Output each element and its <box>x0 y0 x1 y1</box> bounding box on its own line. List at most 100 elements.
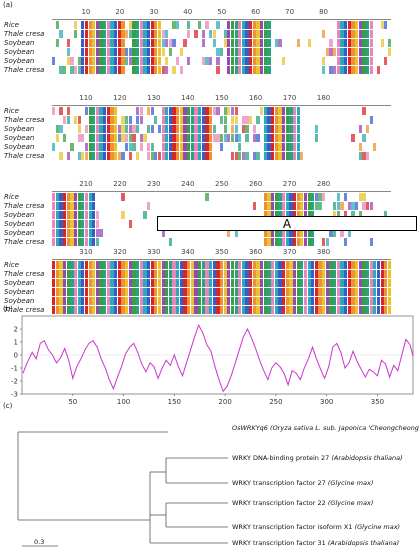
residue-cell <box>198 270 202 278</box>
residue-cell <box>99 297 103 305</box>
residue-cell <box>285 238 289 246</box>
residue-cell <box>278 279 282 287</box>
residue-cell <box>52 238 56 246</box>
residue-cell <box>114 288 118 296</box>
residue-cell <box>114 270 118 278</box>
residue-cell <box>230 66 235 74</box>
residue-cell <box>135 288 140 296</box>
residue-cell <box>176 297 180 305</box>
residue-cell <box>278 125 282 133</box>
residue-cell <box>99 306 103 314</box>
residue-cell <box>351 57 355 65</box>
residue-cell <box>285 297 289 305</box>
residue-cell <box>168 143 173 151</box>
residue-cell <box>106 125 110 133</box>
residue-cell <box>227 57 231 65</box>
residue-cell <box>143 21 147 29</box>
residue-cell <box>351 261 355 269</box>
residue-cell <box>336 21 340 29</box>
residue-cell <box>263 211 267 219</box>
residue-cell <box>260 30 264 38</box>
residue-cell <box>70 261 74 269</box>
residue-cell <box>249 30 253 38</box>
residue-cell <box>238 261 242 269</box>
residue-cell <box>303 202 308 210</box>
residue-cell <box>179 261 183 269</box>
residue-cell <box>263 261 267 269</box>
residue-cell <box>154 288 158 296</box>
residue-cell <box>263 134 267 142</box>
residue-cell <box>241 306 246 314</box>
residue-cell <box>201 270 205 278</box>
residue-cell <box>62 288 67 296</box>
residue-cell <box>271 229 275 237</box>
residue-cell <box>230 21 235 29</box>
residue-cell <box>125 261 129 269</box>
residue-cell <box>219 270 224 278</box>
residue-cell <box>99 229 103 237</box>
residue-cell <box>59 297 63 305</box>
residue-cell <box>333 279 337 287</box>
residue-cell <box>110 66 114 74</box>
residue-cell <box>256 134 260 142</box>
residue-cell <box>252 21 256 29</box>
residue-cell <box>176 152 180 160</box>
residue-cell <box>212 261 216 269</box>
residue-cell <box>139 288 143 296</box>
residue-cell <box>281 143 286 151</box>
residue-cell <box>380 261 384 269</box>
residue-cell <box>351 270 355 278</box>
residue-cell <box>77 288 81 296</box>
residue-cell <box>234 297 238 305</box>
ruler-tick-label: 350 <box>215 248 229 256</box>
residue-cell <box>307 261 311 269</box>
ruler-tick-label: 360 <box>248 248 263 256</box>
residue-cell <box>296 288 300 296</box>
residue-cell <box>150 261 154 269</box>
residue-cell <box>88 270 92 278</box>
residue-cell <box>128 261 132 269</box>
residue-cell <box>77 229 81 237</box>
residue-cell <box>303 261 308 269</box>
residue-cell <box>314 270 319 278</box>
residue-cell <box>99 270 103 278</box>
residue-cell <box>194 116 198 124</box>
residue-cell <box>103 288 107 296</box>
residue-cell <box>365 66 370 74</box>
residue-cell <box>143 48 147 56</box>
residue-cell <box>154 306 158 314</box>
residue-cell <box>362 57 366 65</box>
residue-cell <box>300 238 304 246</box>
residue-cell <box>256 297 260 305</box>
residue-cell <box>55 306 59 314</box>
residue-cell <box>179 48 183 56</box>
ruler-tick-label: 160 <box>248 94 263 102</box>
residue-cell <box>373 270 377 278</box>
alignment-row: Thale cresa <box>0 30 419 38</box>
residue-cell <box>62 202 67 210</box>
residue-cell <box>358 193 362 201</box>
residue-cell <box>183 279 187 287</box>
residue-cell <box>194 297 198 305</box>
residue-cell <box>172 297 176 305</box>
residue-cell <box>179 107 183 115</box>
residue-cell <box>106 261 110 269</box>
residue-cell <box>172 66 176 74</box>
residue-cell <box>369 39 373 47</box>
residue-cell <box>329 229 333 237</box>
residue-cell <box>307 229 311 237</box>
residue-cell <box>314 261 319 269</box>
residue-cell <box>176 21 180 29</box>
residue-cell <box>216 270 220 278</box>
residue-cell <box>172 143 176 151</box>
residue-cell <box>347 202 351 210</box>
residue-cell <box>256 270 260 278</box>
residue-cell <box>267 57 271 65</box>
residue-cell <box>84 66 89 74</box>
residue-cell <box>387 306 392 314</box>
residue-cell <box>154 48 158 56</box>
residue-cell <box>285 288 289 296</box>
residue-cell <box>271 279 275 287</box>
ruler-tick-label: 210 <box>79 180 93 188</box>
residue-cell <box>157 279 162 287</box>
